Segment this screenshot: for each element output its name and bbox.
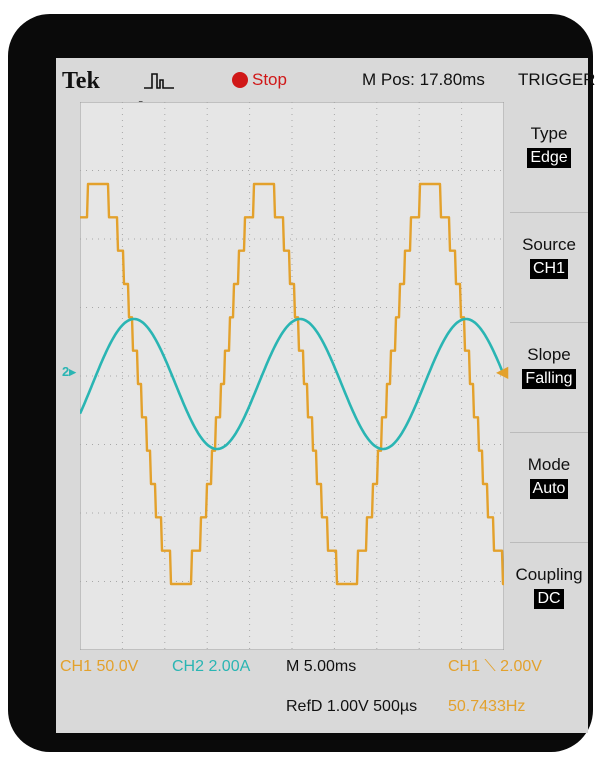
menu-label: Source — [522, 235, 576, 254]
menu-label: Slope — [527, 345, 571, 364]
reference-readout: RefD 1.00V 500µs — [286, 698, 418, 715]
trigger-menu-title: TRIGGER — [518, 70, 596, 89]
top-status-bar: Tek ⬇ Stop M Pos: 17.80ms TRIGGER — [56, 58, 595, 117]
menu-item-slope[interactable]: Slope Falling — [510, 322, 588, 431]
run-state-label: Stop — [252, 70, 287, 89]
menu-value: CH1 — [529, 259, 568, 279]
menu-label: Type — [530, 124, 568, 143]
ch1-scale-readout: CH1 50.0V — [60, 658, 139, 675]
menu-item-source[interactable]: Source CH1 — [510, 212, 588, 321]
main-position-readout: M Pos: 17.80ms — [362, 70, 485, 89]
ch1-waveform — [80, 182, 504, 586]
menu-value: Edge — [527, 148, 571, 168]
frequency-readout: 50.7433Hz — [448, 698, 526, 715]
menu-value: DC — [534, 589, 564, 609]
oscilloscope-screen: Tek ⬇ Stop M Pos: 17.80ms TRIGGER 2▸ ◀ T… — [56, 58, 595, 733]
menu-label: Coupling — [515, 565, 583, 584]
ch2-waveform — [80, 317, 504, 451]
stop-indicator-icon — [232, 72, 248, 88]
ch1-ground-marker-icon: 2▸ — [62, 364, 76, 379]
menu-value: Falling — [522, 369, 576, 389]
waveform-graticule — [80, 102, 504, 650]
acquisition-pulse-icon — [144, 73, 174, 89]
trigger-level-marker-icon: ◀ — [496, 364, 509, 381]
bottom-readout-bar: CH1 50.0V CH2 2.00A M 5.00ms CH1 ⟍ 2.00V… — [56, 654, 588, 732]
menu-item-coupling[interactable]: Coupling DC — [510, 542, 588, 651]
grid-lines — [80, 102, 504, 650]
trigger-side-menu: Type Edge Source CH1 Slope Falling Mode … — [510, 102, 588, 650]
trigger-readout: CH1 ⟍ 2.00V — [448, 658, 542, 675]
ch2-scale-readout: CH2 2.00A — [172, 658, 251, 675]
menu-item-mode[interactable]: Mode Auto — [510, 432, 588, 541]
timebase-readout: M 5.00ms — [286, 658, 357, 675]
menu-label: Mode — [527, 455, 571, 474]
menu-value: Auto — [529, 479, 569, 499]
menu-item-type[interactable]: Type Edge — [510, 102, 588, 210]
brand-logo: Tek — [62, 68, 100, 94]
